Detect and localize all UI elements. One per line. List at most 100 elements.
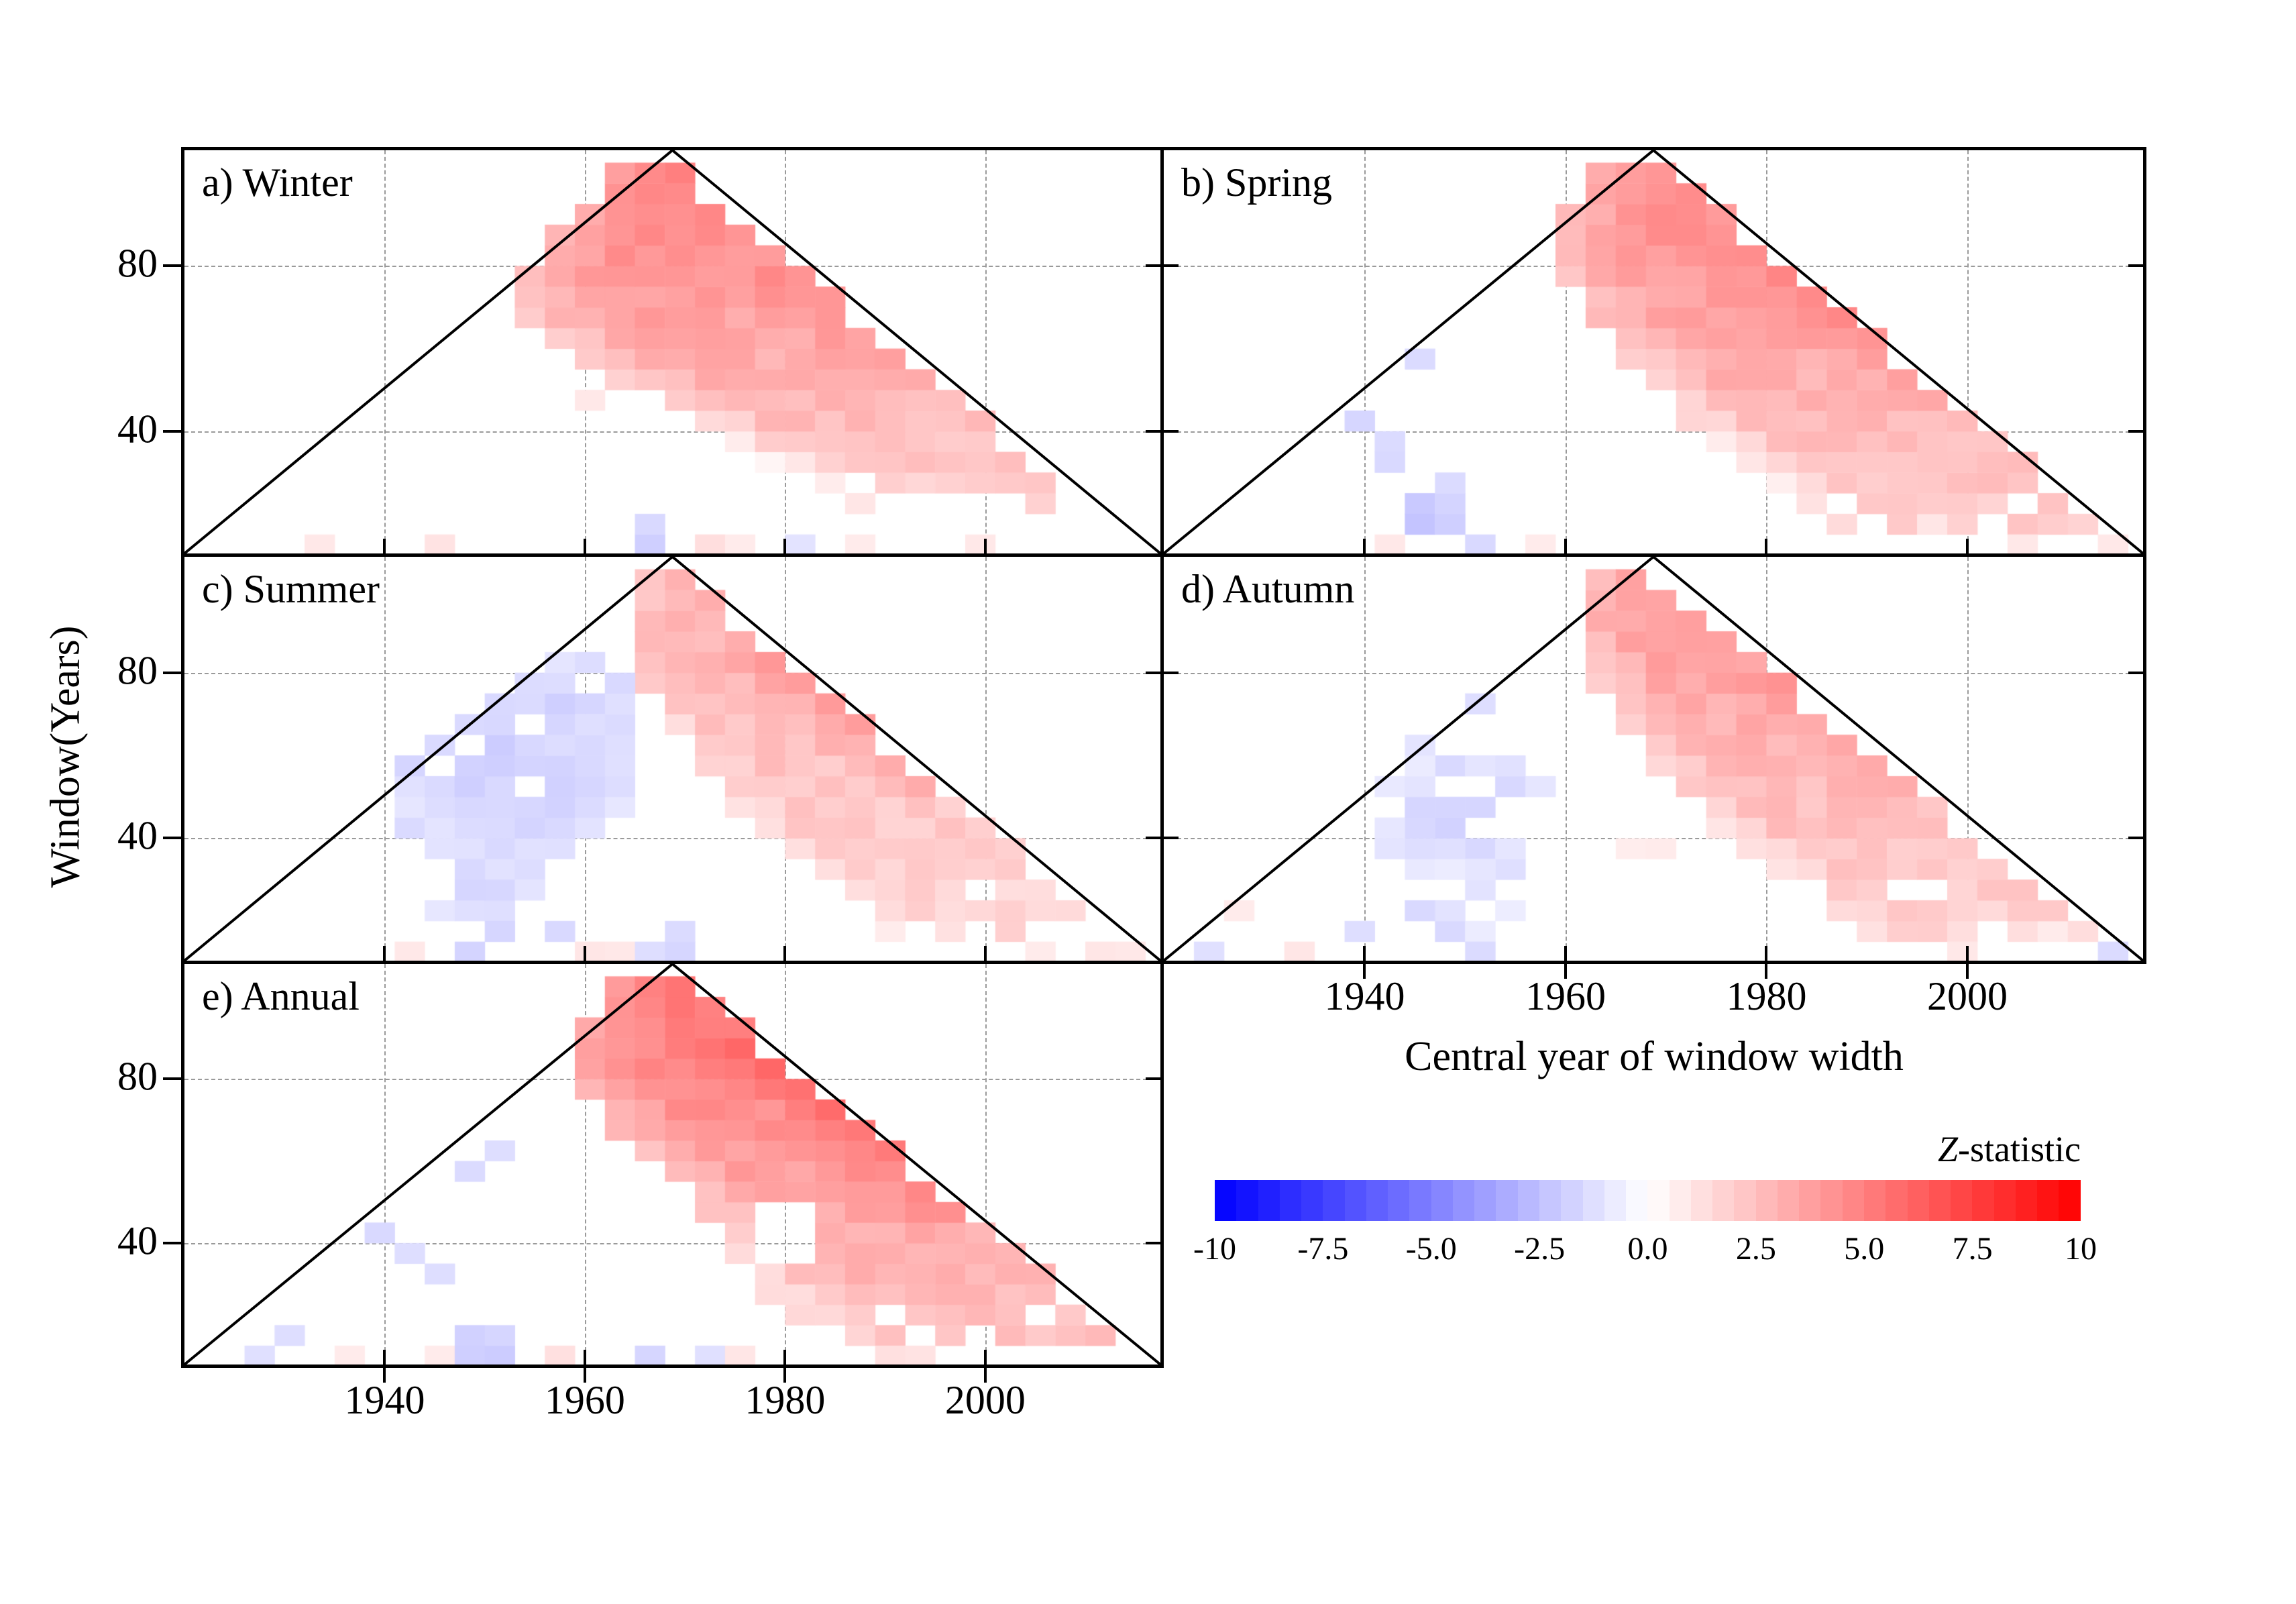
tick-mark	[983, 946, 987, 961]
y-tick-label-40: 40	[117, 407, 158, 451]
colorbar	[1215, 1180, 2081, 1221]
triangle-edge	[183, 963, 673, 1366]
x-tick-label-2000: 2000	[1926, 974, 2008, 1018]
colorbar-segment	[1734, 1180, 1756, 1221]
colorbar-tick-label--10: -10	[1193, 1231, 1236, 1267]
colorbar-segment	[1344, 1180, 1366, 1221]
panel-summer: c) Summer 80 40	[117, 553, 1164, 964]
triangle-edge	[1162, 555, 1655, 962]
panel-spring: b) Spring	[1160, 147, 2146, 557]
tick-mark	[583, 946, 586, 961]
tick-mark	[783, 946, 787, 961]
colorbar-title-suffix: -statistic	[1958, 1129, 2081, 1169]
tick-mark	[983, 1350, 987, 1365]
colorbar-segment	[2015, 1180, 2038, 1221]
x-tick-label-2000: 2000	[944, 1378, 1026, 1422]
triangle-edge	[1162, 149, 1655, 555]
tick-mark	[1363, 964, 1366, 979]
heatmap-spring	[1164, 150, 2143, 553]
colorbar-tick-label--2.5: -2.5	[1514, 1231, 1566, 1267]
colorbar-segment	[1431, 1180, 1453, 1221]
colorbar-segment	[1755, 1180, 1778, 1221]
tick-mark	[583, 1368, 586, 1383]
colorbar-segment	[1561, 1180, 1583, 1221]
x-tick-label-1940: 1940	[344, 1378, 425, 1422]
colorbar-tick-label--5.0: -5.0	[1405, 1231, 1457, 1267]
triangle-edge	[183, 149, 673, 555]
colorbar-tick-label-0.0: 0.0	[1627, 1231, 1668, 1267]
panel-label-autumn: d) Autumn	[1181, 567, 1355, 611]
y-tick-label-80: 80	[117, 1055, 158, 1100]
heatmap-summer	[184, 557, 1160, 961]
panel-label-annual: e) Annual	[202, 974, 360, 1018]
colorbar-segment	[1972, 1180, 1994, 1221]
tick-mark	[163, 671, 181, 674]
tick-mark	[583, 1350, 586, 1365]
x-tick-label-1940: 1940	[1324, 974, 1405, 1018]
colorbar-segment	[1496, 1180, 1518, 1221]
triangle-edge	[1652, 555, 2144, 962]
colorbar-segment	[1777, 1180, 1800, 1221]
colorbar-segment	[1366, 1180, 1388, 1221]
colorbar-segment	[1409, 1180, 1431, 1221]
panel-autumn: d) Autumn 1940 1960 1980 2000	[1160, 553, 2146, 1018]
tick-mark	[1146, 671, 1160, 674]
tick-mark	[163, 264, 181, 268]
triangle-edge	[183, 555, 673, 962]
colorbar-segment	[1951, 1180, 1973, 1221]
panel-label-spring: b) Spring	[1181, 160, 1332, 205]
colorbar-segment	[1215, 1180, 1237, 1221]
colorbar-segment	[1863, 1180, 1886, 1221]
tick-mark	[383, 1350, 386, 1365]
tick-mark	[1164, 671, 1179, 674]
colorbar-segment	[1517, 1180, 1539, 1221]
y-tick-label-80: 80	[117, 242, 158, 286]
tick-mark	[1965, 946, 1969, 961]
triangle-boundary	[1162, 149, 2144, 555]
tick-mark	[583, 539, 586, 553]
colorbar-segment	[1885, 1180, 1908, 1221]
tick-mark	[163, 837, 181, 840]
colorbar-segment	[1647, 1180, 1670, 1221]
colorbar-segment	[1626, 1180, 1648, 1221]
tick-mark	[783, 1368, 787, 1383]
triangle-edge	[671, 963, 1162, 1366]
tick-mark	[163, 429, 181, 433]
colorbar-segment	[1539, 1180, 1562, 1221]
colorbar-segment	[1820, 1180, 1843, 1221]
tick-mark	[1564, 946, 1567, 961]
colorbar-title-z: Z	[1937, 1129, 1959, 1169]
colorbar-segment	[1301, 1180, 1323, 1221]
tick-mark	[163, 1077, 181, 1081]
colorbar-tick-label-5.0: 5.0	[1844, 1231, 1885, 1267]
tick-mark	[383, 1368, 386, 1383]
x-tick-label-1960: 1960	[544, 1378, 625, 1422]
tick-mark	[1765, 946, 1768, 961]
triangle-boundary	[183, 963, 1162, 1366]
heatmap-autumn	[1164, 557, 2143, 961]
x-tick-label-1980: 1980	[1726, 974, 1807, 1018]
colorbar-segment	[1474, 1180, 1496, 1221]
y-tick-label-80: 80	[117, 648, 158, 693]
colorbar-segment	[1907, 1180, 1929, 1221]
triangle-edge	[671, 149, 1162, 555]
x-tick-label-1980: 1980	[745, 1378, 826, 1422]
y-axis-title: Window(Years)	[42, 625, 89, 888]
tick-mark	[1965, 964, 1969, 979]
panel-label-winter: a) Winter	[202, 160, 353, 205]
tick-mark	[383, 946, 386, 961]
colorbar-tick-labels: -10 -7.5 -5.0 -2.5 0.0 2.5 5.0 7.5 10	[1193, 1230, 2097, 1271]
tick-mark	[1363, 946, 1366, 961]
colorbar-segment	[1258, 1180, 1280, 1221]
colorbar-segment	[1452, 1180, 1475, 1221]
heatmap-annual	[184, 964, 1160, 1365]
colorbar-segment	[1928, 1180, 1951, 1221]
tick-mark	[1164, 837, 1179, 840]
tick-mark	[1965, 539, 1969, 553]
triangle-edge	[671, 555, 1162, 962]
tick-mark	[1564, 539, 1567, 553]
y-tick-label-40: 40	[117, 1218, 158, 1263]
tick-mark	[383, 539, 386, 553]
x-tick-label-1960: 1960	[1525, 974, 1606, 1018]
